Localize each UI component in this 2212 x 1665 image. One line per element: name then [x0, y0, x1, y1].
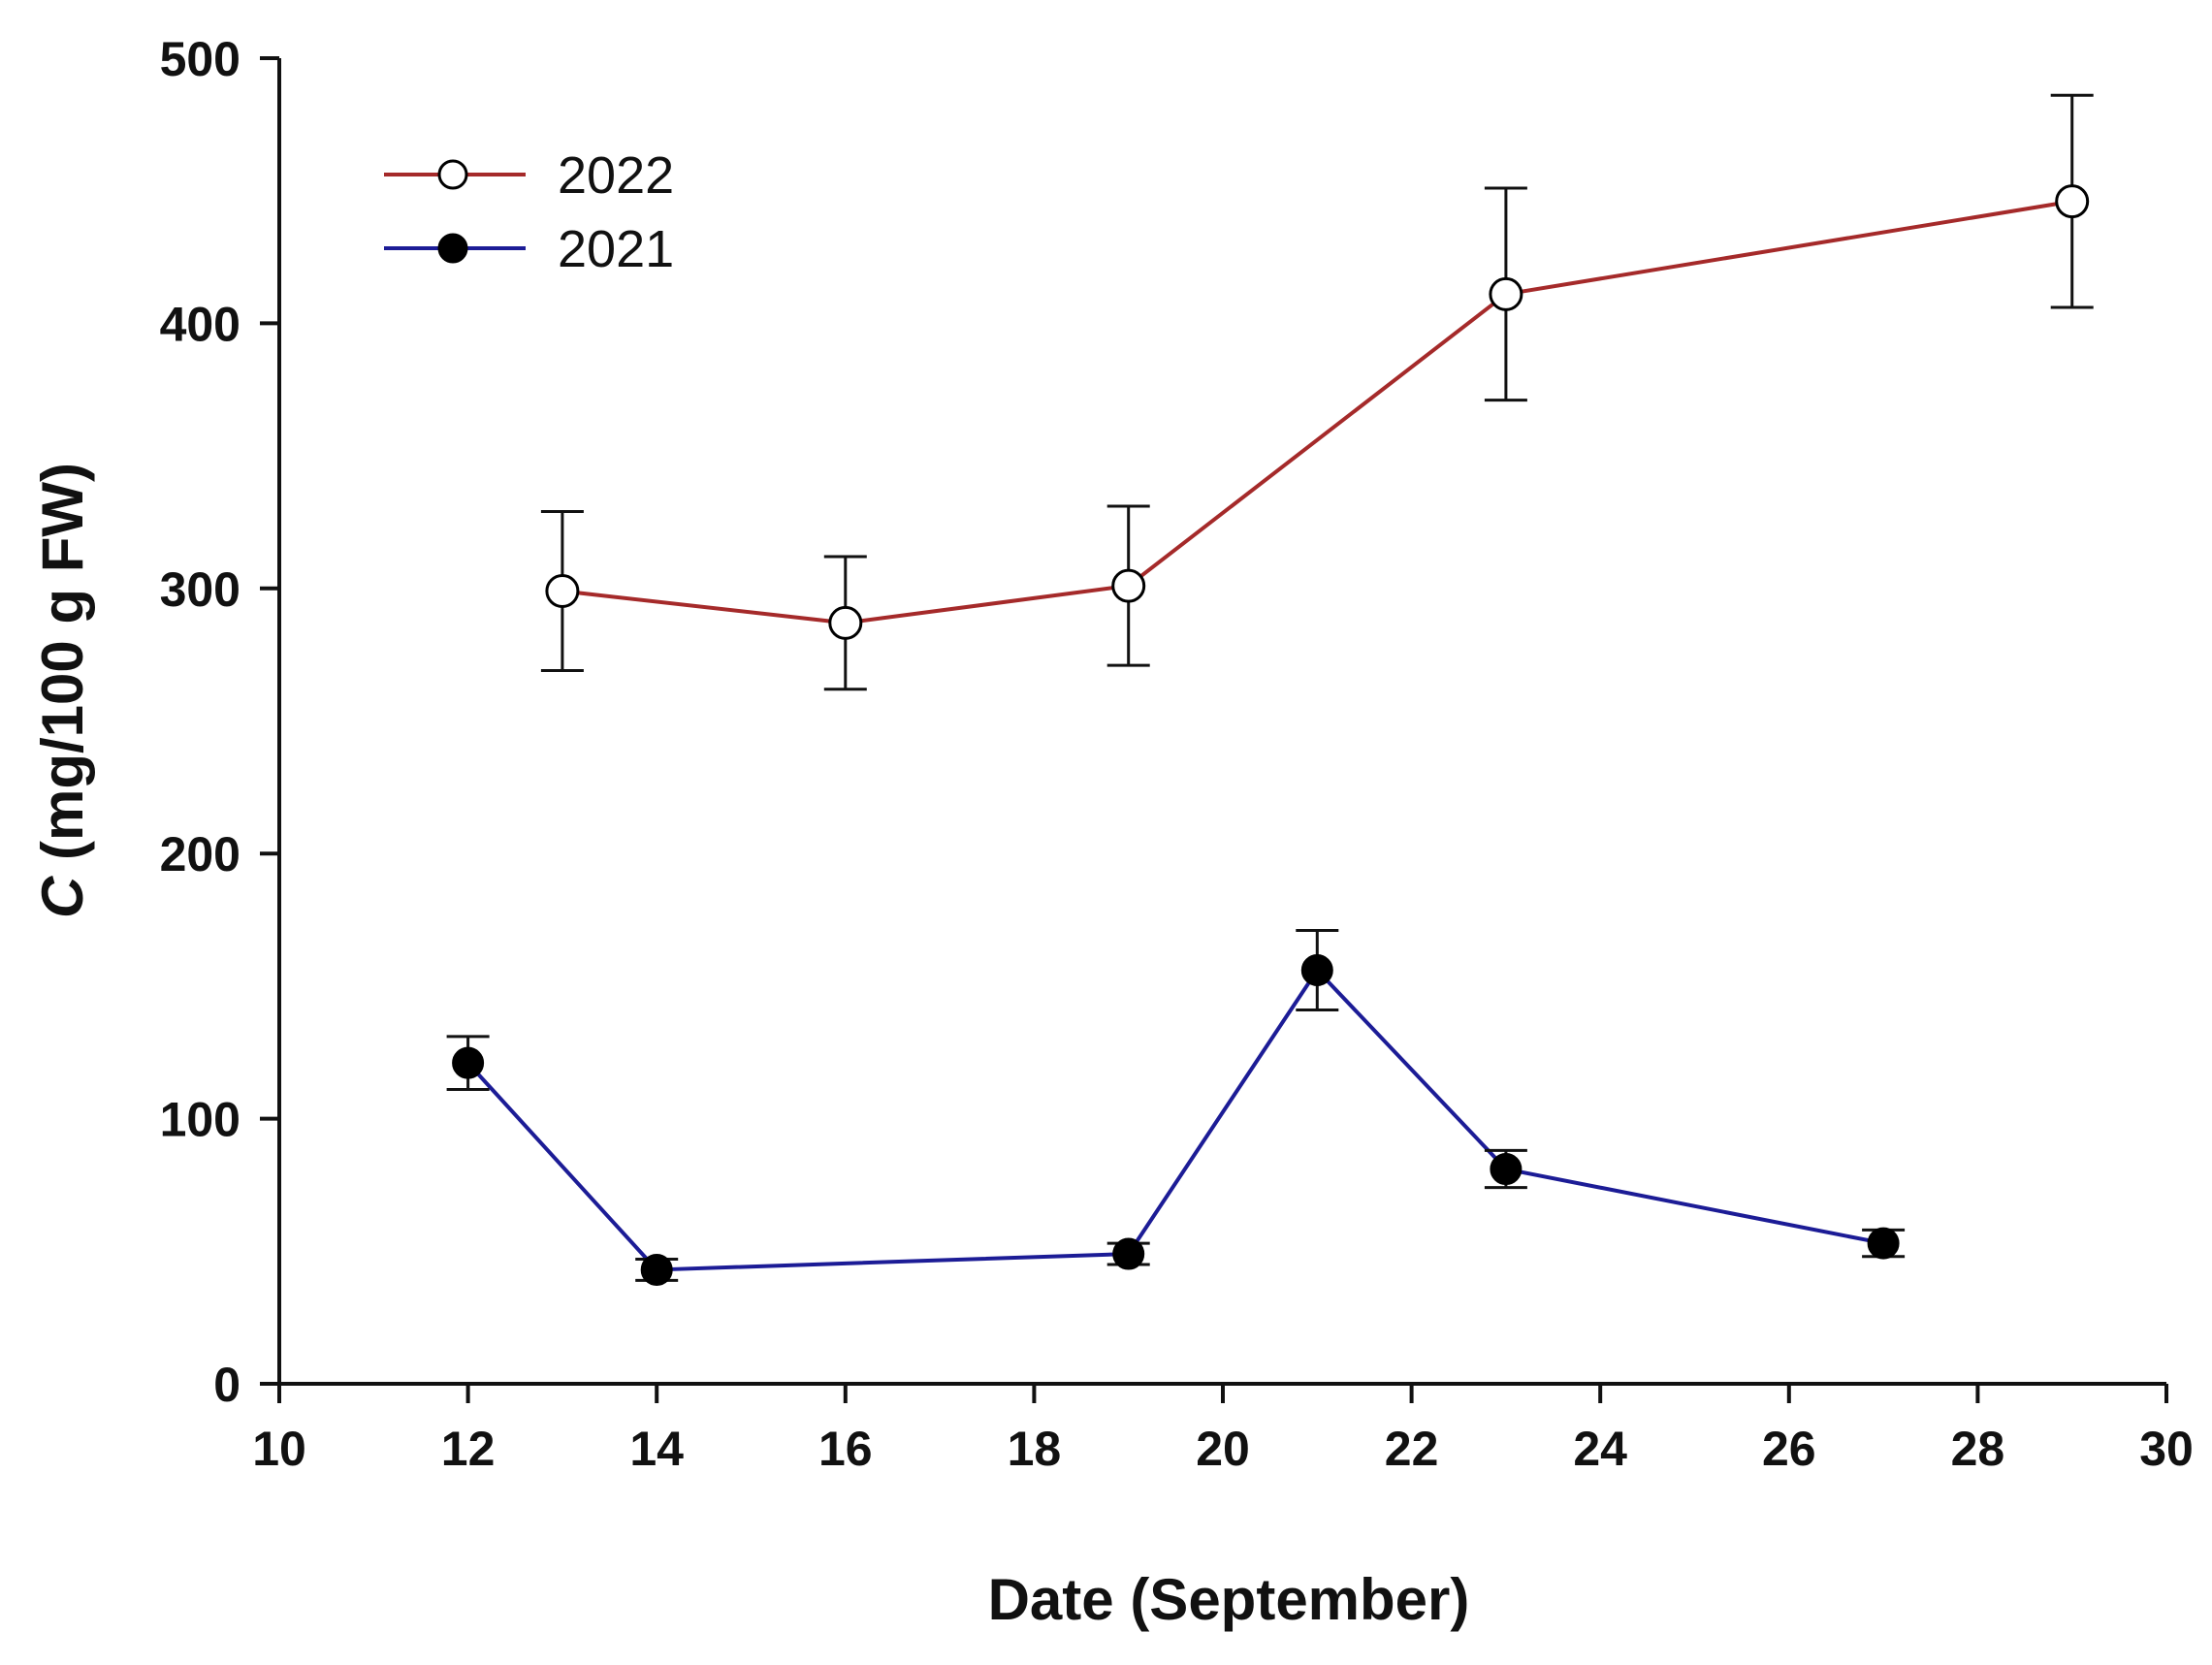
data-point	[2055, 184, 2090, 219]
legend: 2022 2021	[384, 146, 674, 278]
x-tick-label: 16	[818, 1422, 873, 1476]
x-tick-label: 22	[1385, 1422, 1439, 1476]
data-point	[1490, 1153, 1523, 1186]
y-tick-label: 100	[160, 1093, 240, 1147]
data-point	[1867, 1227, 1900, 1260]
data-point	[1111, 568, 1146, 603]
legend-item-2022: 2022	[384, 146, 674, 205]
legend-swatch-marker	[437, 233, 468, 264]
series-line-2021	[466, 968, 1884, 1272]
data-point	[1112, 1237, 1145, 1270]
x-tick-label: 24	[1573, 1422, 1627, 1476]
x-tick-label: 28	[1951, 1422, 2005, 1476]
y-tick-label: 500	[160, 32, 240, 86]
y-axis-title-symbol: C	[30, 875, 95, 918]
y-axis-title-units: (mg/100 g FW)	[30, 463, 95, 877]
legend-label: 2021	[558, 220, 674, 278]
y-tick-label: 200	[160, 827, 240, 881]
y-tick-label: 300	[160, 562, 240, 617]
x-tick-label: 26	[1762, 1422, 1816, 1476]
legend-swatch-marker	[437, 159, 468, 190]
x-tick-label: 20	[1196, 1422, 1250, 1476]
y-tick-label: 0	[213, 1358, 240, 1412]
data-point	[828, 605, 863, 640]
data-point	[1300, 953, 1333, 986]
data-point	[452, 1046, 485, 1079]
y-tick-label: 400	[160, 297, 240, 351]
x-tick-label: 18	[1008, 1422, 1062, 1476]
legend-item-2021: 2021	[384, 220, 674, 278]
x-axis-title: Date (September)	[988, 1567, 1470, 1632]
series-2021	[446, 928, 1906, 1286]
y-ticks: 0 100 200 300 400 500	[160, 32, 279, 1412]
x-ticks: 10 12 14 16 18 20 22 24 26 28 30	[252, 1384, 2194, 1476]
legend-label: 2022	[558, 146, 674, 205]
data-point	[640, 1253, 673, 1286]
x-tick-label: 10	[252, 1422, 306, 1476]
x-tick-label: 12	[441, 1422, 496, 1476]
x-tick-label: 30	[2139, 1422, 2194, 1476]
series-2022	[540, 93, 2094, 691]
y-axis-title: C (mg/100 g FW)	[30, 463, 95, 918]
series-layer	[446, 93, 2094, 1286]
x-tick-label: 14	[629, 1422, 684, 1476]
data-point	[545, 574, 580, 609]
data-point	[1489, 276, 1523, 311]
